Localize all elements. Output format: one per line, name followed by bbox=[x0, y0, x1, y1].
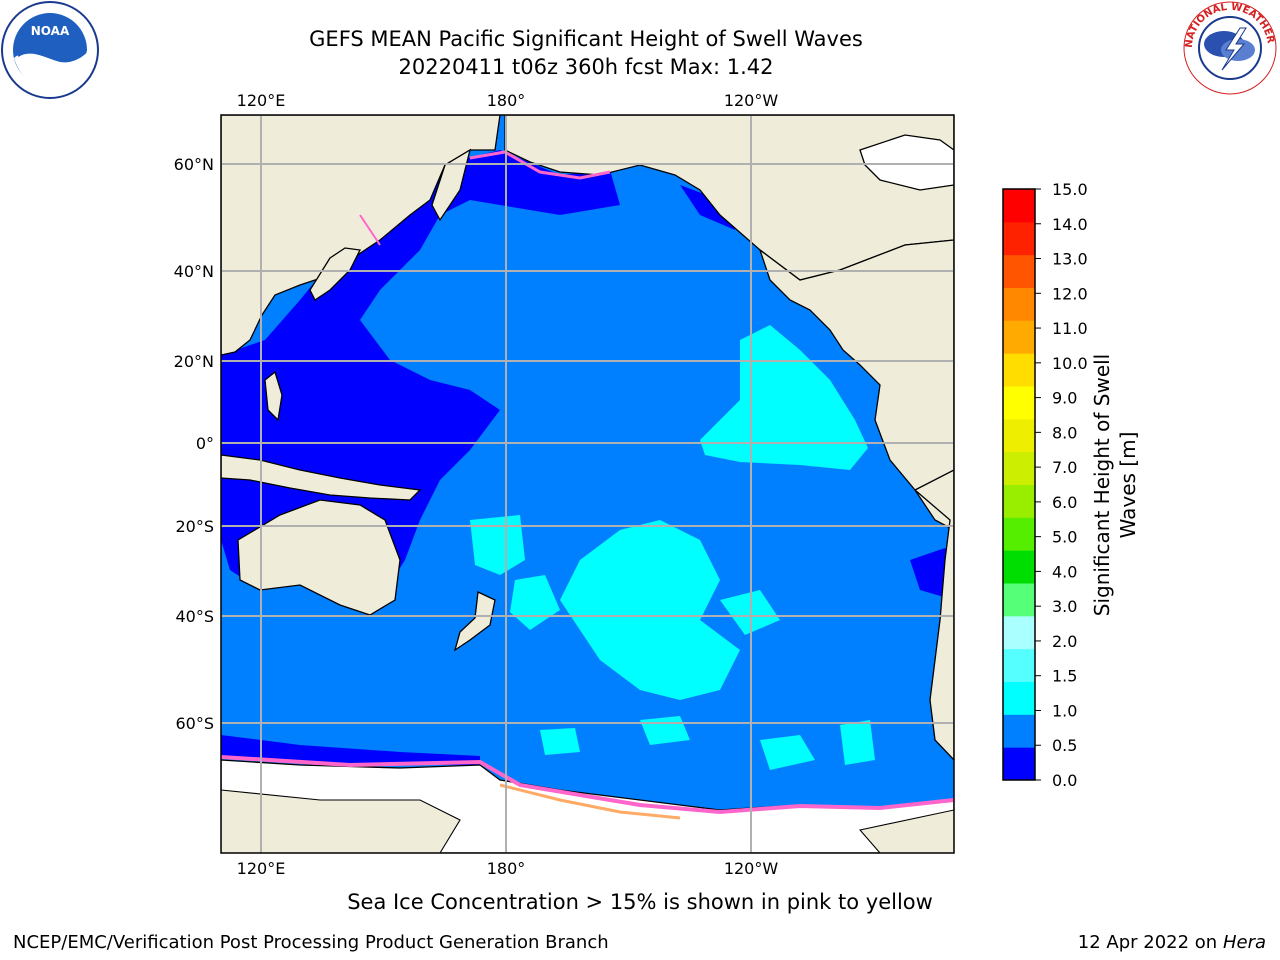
map-frame bbox=[220, 114, 955, 854]
colorbar bbox=[1003, 189, 1035, 781]
chart-title: GEFS MEAN Pacific Significant Height of … bbox=[309, 27, 863, 51]
colorbar-swatch bbox=[1003, 583, 1035, 617]
colorbar-label-line2: Waves [m] bbox=[1116, 431, 1140, 539]
colorbar-tick-label: 0.5 bbox=[1052, 736, 1077, 755]
swell-low-gulf-alaska bbox=[680, 185, 735, 230]
sea-ice-edge-south bbox=[221, 755, 954, 815]
land-japan bbox=[309, 247, 361, 301]
colorbar-tick-label: 13.0 bbox=[1052, 250, 1088, 269]
colorbar-swatch bbox=[1003, 254, 1035, 288]
colorbar-swatch bbox=[1003, 681, 1035, 715]
colorbar-swatch bbox=[1003, 353, 1035, 387]
swell-high-patch-3 bbox=[840, 720, 875, 765]
colorbar-tick-label: 12.0 bbox=[1052, 284, 1088, 303]
colorbar-swatch bbox=[1003, 418, 1035, 453]
colorbar-tick-label: 4.0 bbox=[1052, 562, 1077, 581]
colorbar-swatch bbox=[1003, 451, 1035, 485]
lon-label-bottom: 180° bbox=[487, 859, 526, 878]
colorbar-swatch bbox=[1003, 550, 1035, 584]
colorbar-tick-label: 0.0 bbox=[1052, 771, 1077, 790]
footer-date: 12 Apr 2022 on Hera bbox=[1078, 932, 1266, 953]
chart-subtitle: 20220411 t06z 360h fcst Max: 1.42 bbox=[398, 55, 774, 79]
land-north-america bbox=[758, 239, 954, 531]
lat-label: 0° bbox=[196, 434, 214, 453]
colorbar-swatch bbox=[1003, 189, 1035, 223]
colorbar-swatch bbox=[1003, 221, 1035, 256]
footer-host: Hera bbox=[1222, 932, 1266, 953]
lat-label: 60°S bbox=[175, 714, 214, 733]
land-new-zealand bbox=[453, 591, 496, 652]
map-area bbox=[221, 115, 954, 853]
swell-low-south-strip bbox=[221, 735, 480, 765]
lat-label: 40°S bbox=[175, 607, 214, 626]
colorbar-tick-label: 5.0 bbox=[1052, 528, 1077, 547]
colorbar-swatch bbox=[1003, 517, 1035, 551]
land-south-america bbox=[913, 469, 954, 761]
colorbar-swatch bbox=[1003, 648, 1035, 682]
lat-label: 20°S bbox=[175, 517, 214, 536]
lat-label: 40°N bbox=[174, 262, 214, 281]
colorbar-tick-label: 8.0 bbox=[1052, 423, 1077, 442]
svg-text:NATIONAL WEATHER SERVICE: NATIONAL WEATHER SERVICE bbox=[0, 0, 1276, 48]
land-antarctica-rim-east bbox=[858, 809, 954, 853]
sea-ice-edge-okhotsk bbox=[359, 214, 381, 246]
colorbar-tick-label: 14.0 bbox=[1052, 215, 1088, 234]
sea-ice-edge-north bbox=[469, 150, 611, 180]
land-maritime-se-asia bbox=[221, 454, 422, 501]
nws-logo: NATIONAL WEATHER SERVICE bbox=[0, 0, 1277, 95]
colorbar-tick-label: 6.0 bbox=[1052, 493, 1077, 512]
colorbar-swatch bbox=[1003, 386, 1035, 420]
land-greenland bbox=[859, 134, 954, 191]
graticule bbox=[221, 115, 954, 853]
nws-logo-text: NATIONAL WEATHER SERVICE bbox=[0, 0, 1276, 48]
colorbar-ticks: 15.0 14.0 13.0 12.0 11.0 10.0 9.0 8.0 7.0 6.0 5.0 4… bbox=[1035, 180, 1088, 790]
colorbar-tick-label: 2.0 bbox=[1052, 632, 1077, 651]
colorbar-swatch bbox=[1003, 747, 1035, 781]
lon-label-bottom: 120°W bbox=[724, 859, 779, 878]
colorbar-tick-label: 10.0 bbox=[1052, 354, 1088, 373]
swell-high-fiji bbox=[470, 515, 525, 575]
lon-label-bottom: 120°E bbox=[237, 859, 286, 878]
sea-ice-edge-south-inner bbox=[499, 783, 681, 820]
colorbar-tick-label: 7.0 bbox=[1052, 458, 1077, 477]
colorbar-swatch bbox=[1003, 320, 1035, 354]
swell-high-patch-4 bbox=[540, 728, 580, 755]
lon-label-top: 180° bbox=[487, 91, 526, 110]
land-kamchatka bbox=[431, 148, 472, 222]
swell-high-south-central bbox=[560, 520, 740, 700]
colorbar-tick-label: 11.0 bbox=[1052, 319, 1088, 338]
colorbar-swatch bbox=[1003, 615, 1035, 650]
colorbar-tick-label: 15.0 bbox=[1052, 180, 1088, 199]
swell-high-patch-2 bbox=[760, 735, 815, 770]
noaa-logo-text: NOAA bbox=[31, 24, 70, 38]
lat-label: 60°N bbox=[174, 155, 214, 174]
lat-label: 20°N bbox=[174, 352, 214, 371]
colorbar-swatch bbox=[1003, 714, 1035, 748]
colorbar-frame bbox=[1002, 188, 1036, 781]
colorbar-swatch bbox=[1003, 484, 1035, 518]
land-philippines bbox=[264, 370, 283, 422]
footer-date-text: 12 Apr 2022 on bbox=[1077, 932, 1223, 953]
lon-label-top: 120°W bbox=[724, 91, 779, 110]
colorbar-label-line1: Significant Height of Swell bbox=[1090, 353, 1114, 617]
noaa-logo: NOAA bbox=[1, 1, 99, 99]
colorbar-tick-label: 9.0 bbox=[1052, 389, 1077, 408]
colorbar-tick-label: 1.0 bbox=[1052, 701, 1077, 720]
land-antarctica-rim bbox=[221, 789, 461, 853]
sea-ice-caption: Sea Ice Concentration > 15% is shown in … bbox=[347, 890, 933, 914]
lon-label-top: 120°E bbox=[237, 91, 286, 110]
colorbar-tick-label: 3.0 bbox=[1052, 597, 1077, 616]
footer-credit: NCEP/EMC/Verification Post Processing Pr… bbox=[13, 932, 609, 953]
colorbar-tick-label: 1.5 bbox=[1052, 667, 1077, 686]
colorbar-swatch bbox=[1003, 287, 1035, 321]
